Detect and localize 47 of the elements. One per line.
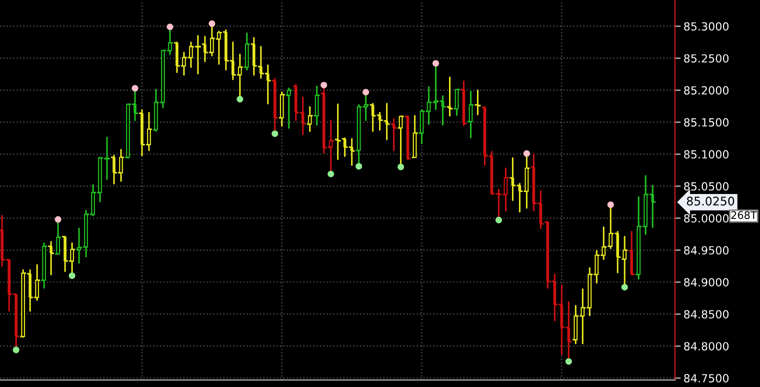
- y-tick-label: 85.1500: [684, 118, 729, 127]
- y-tick-label: 84.9500: [684, 246, 729, 255]
- point: [328, 170, 334, 178]
- y-tick-label: 85.0500: [684, 182, 729, 191]
- text: 268T: [731, 211, 757, 220]
- candlestick: [306, 106, 314, 132]
- candlestick: [40, 242, 48, 289]
- y-tick-label: 85.1000: [684, 150, 729, 159]
- candlestick: [453, 88, 460, 116]
- candlestick: [313, 86, 321, 126]
- point: [621, 284, 628, 290]
- y-tick-label: 84.7500: [684, 374, 729, 382]
- point: [362, 88, 370, 96]
- candlestick: [390, 118, 398, 152]
- candlestick: [278, 91, 286, 127]
- point: [12, 346, 20, 354]
- point: [132, 85, 138, 92]
- text: 85.0250: [686, 196, 734, 206]
- point: [432, 60, 440, 67]
- point: [272, 130, 278, 137]
- candlestick: [446, 76, 454, 117]
- candlestick: [411, 115, 418, 158]
- candlestick: [628, 230, 636, 276]
- y-tick-label: 84.8000: [684, 342, 729, 350]
- point: [236, 96, 244, 102]
- y-tick-label: 85.0000: [684, 214, 729, 223]
- y-tick-label: 85.2500: [684, 54, 729, 63]
- point: [607, 201, 614, 208]
- point: [166, 24, 174, 30]
- candlestick: [467, 90, 474, 138]
- y-tick-label: 85.3000: [684, 22, 729, 31]
- point: [398, 164, 404, 170]
- point: [208, 20, 216, 27]
- y-tick-label: 84.9000: [684, 278, 729, 286]
- candlestick: [47, 241, 55, 276]
- point: [565, 358, 572, 365]
- y-tick-label: 85.2000: [684, 86, 729, 95]
- point: [54, 216, 62, 223]
- candlestick: [285, 88, 293, 129]
- point: [495, 216, 502, 224]
- point: [356, 163, 362, 170]
- point: [523, 150, 530, 157]
- candlestick: [460, 80, 468, 126]
- point: [68, 272, 76, 279]
- candlestick: [243, 32, 251, 70]
- y-tick-label: 84.8500: [684, 310, 729, 318]
- point: [320, 82, 328, 88]
